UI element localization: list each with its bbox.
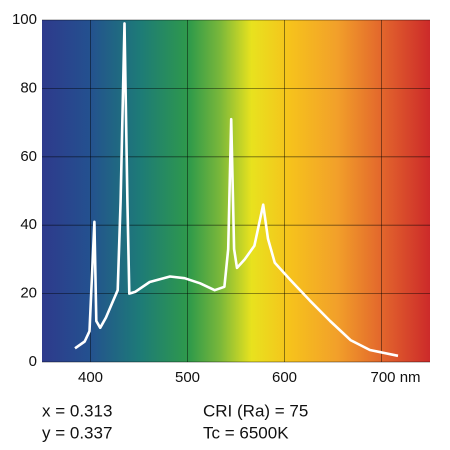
plot-background <box>42 20 430 362</box>
annotation: y = 0.337 <box>42 423 112 442</box>
x-tick-label: 600 <box>272 369 297 386</box>
annotation: Tc = 6500K <box>203 423 289 442</box>
x-tick-label: 700 nm <box>371 369 421 386</box>
spectrum-line <box>74 22 399 358</box>
annotation: x = 0.313 <box>42 401 112 420</box>
y-tick-label: 40 <box>20 216 37 233</box>
y-tick-label: 20 <box>20 285 37 302</box>
y-tick-label: 60 <box>20 148 37 165</box>
y-tick-label: 0 <box>29 353 37 370</box>
y-tick-label: 80 <box>20 79 37 96</box>
x-tick-label: 400 <box>78 369 103 386</box>
annotation: CRI (Ra) = 75 <box>203 401 308 420</box>
y-tick-label: 100 <box>12 11 37 28</box>
x-tick-label: 500 <box>175 369 200 386</box>
